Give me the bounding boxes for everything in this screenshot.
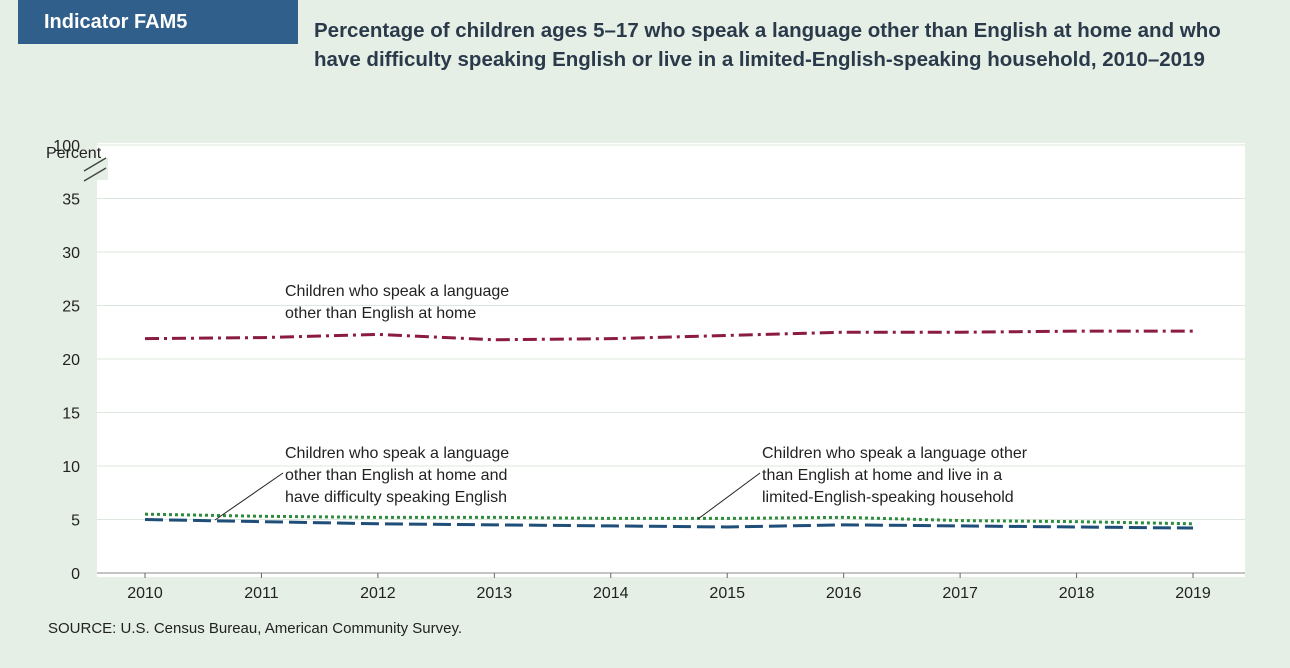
y-axis-label: Percent xyxy=(46,145,102,162)
chart-title: Percentage of children ages 5–17 who spe… xyxy=(314,19,1221,71)
x-tick-label: 2014 xyxy=(593,585,629,602)
x-tick-label: 2015 xyxy=(709,585,745,602)
gridlines xyxy=(97,144,1245,574)
y-tick-label: 30 xyxy=(62,245,80,262)
plot-area xyxy=(97,143,1245,577)
x-tick-label: 2013 xyxy=(477,585,513,602)
x-tick-label: 2017 xyxy=(942,585,978,602)
x-tick-label: 2010 xyxy=(127,585,163,602)
series-line-2 xyxy=(144,518,1194,530)
x-tick-label: 2016 xyxy=(826,585,862,602)
y-tick-label: 100 xyxy=(53,138,80,155)
y-tick-label: 5 xyxy=(71,513,80,530)
series-group xyxy=(144,329,1194,530)
axis-break-icon xyxy=(83,157,108,182)
annotation-series-3: Children who speak a language other than … xyxy=(762,445,1028,506)
y-tick-label: 35 xyxy=(62,192,80,209)
indicator-label: Indicator FAM5 xyxy=(18,0,298,44)
source-note: SOURCE: U.S. Census Bureau, American Com… xyxy=(48,620,463,637)
leader-line-2 xyxy=(214,472,284,521)
annotation-series-2: Children who speak a language other than … xyxy=(285,445,509,506)
y-tick-label: 25 xyxy=(62,299,80,316)
y-tick-label: 20 xyxy=(62,352,80,369)
x-tick-label: 2018 xyxy=(1059,585,1095,602)
y-tick-label: 10 xyxy=(62,459,80,476)
x-axis-ticks: 2010 2011 2012 2013 2014 2015 2016 2017 2018 2019 xyxy=(127,573,1211,602)
x-tick-label: 2019 xyxy=(1175,585,1211,602)
annotation-series-1: Children who speak a language other than … xyxy=(285,283,509,322)
y-axis-ticks: 0 5 10 15 20 25 30 35 100 xyxy=(53,138,80,583)
x-tick-label: 2011 xyxy=(244,585,279,602)
leader-line-3 xyxy=(697,472,761,520)
series-line-1 xyxy=(144,329,1193,342)
series-line-3 xyxy=(144,512,1194,526)
x-tick-label: 2012 xyxy=(360,585,396,602)
annotations: Children who speak a language other than … xyxy=(214,283,1028,521)
y-tick-label: 0 xyxy=(71,566,80,583)
y-tick-label: 15 xyxy=(62,406,80,423)
